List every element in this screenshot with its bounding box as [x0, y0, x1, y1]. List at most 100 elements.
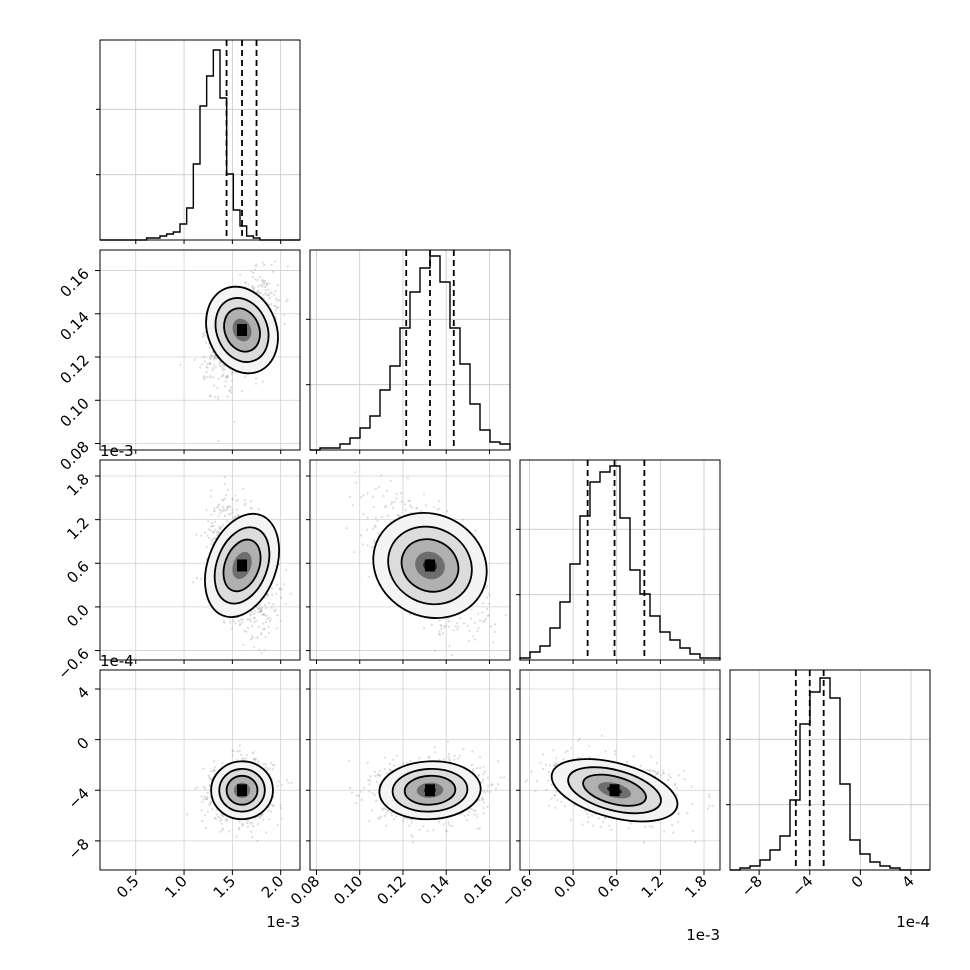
sample-point	[376, 532, 379, 535]
sample-point	[210, 353, 213, 356]
sample-point	[473, 638, 476, 641]
sample-point	[256, 839, 259, 843]
sample-point	[212, 769, 215, 772]
sample-point	[242, 487, 245, 490]
sample-point	[223, 364, 226, 367]
sample-point	[258, 276, 261, 279]
sample-point	[220, 822, 223, 825]
sample-point	[212, 770, 215, 773]
sample-point	[230, 627, 234, 630]
sample-point	[466, 624, 469, 628]
sample-point	[266, 234, 268, 236]
sample-point	[249, 613, 252, 616]
sample-point	[222, 507, 225, 510]
sample-point	[408, 504, 412, 507]
sample-point	[359, 534, 363, 537]
sample-point	[218, 360, 221, 363]
sample-point	[208, 362, 212, 366]
sample-point	[382, 495, 385, 498]
sample-point	[490, 625, 493, 628]
sample-point	[268, 282, 271, 285]
sample-point	[241, 825, 244, 828]
sample-point	[209, 394, 212, 397]
sample-point	[212, 531, 215, 534]
sample-point	[217, 531, 220, 534]
sample-point	[195, 533, 198, 536]
sample-point	[240, 753, 243, 757]
sample-point	[206, 363, 209, 366]
sample-point	[234, 494, 237, 497]
sample-point	[269, 618, 272, 621]
sample-point	[263, 282, 266, 285]
sample-point	[270, 803, 273, 806]
panel-frame	[99, 249, 301, 451]
sample-point	[259, 608, 262, 611]
sample-point	[362, 494, 365, 497]
sample-point	[212, 531, 215, 534]
sample-point	[268, 303, 271, 306]
sample-point	[207, 536, 210, 539]
sample-point	[251, 822, 254, 825]
sample-point	[270, 606, 273, 609]
sample-point	[193, 358, 196, 361]
hist-frame	[729, 669, 931, 871]
sample-point	[261, 280, 264, 283]
density-peak	[237, 324, 248, 336]
sample-point	[262, 763, 265, 766]
sample-point	[274, 608, 277, 611]
sample-point	[263, 279, 267, 283]
sample-point	[355, 802, 358, 805]
sample-point	[374, 774, 377, 778]
sample-point	[251, 625, 254, 628]
panel-frame	[99, 459, 301, 661]
sample-point	[353, 471, 357, 474]
sample-point	[209, 495, 212, 498]
sample-point	[267, 294, 270, 297]
sample-point	[492, 641, 495, 644]
sample-point	[267, 288, 270, 291]
sample-point	[256, 823, 259, 826]
sample-point	[270, 263, 273, 266]
sample-point	[382, 808, 385, 811]
sample-point	[478, 827, 481, 830]
sample-point	[200, 577, 203, 580]
sample-point	[201, 819, 204, 823]
sample-point	[251, 275, 254, 278]
sample-point	[221, 498, 224, 501]
sample-point	[272, 304, 275, 307]
sample-point	[485, 596, 488, 599]
sample-point	[196, 786, 199, 789]
sample-point	[246, 825, 249, 828]
sample-point	[210, 489, 213, 492]
sample-point	[487, 592, 490, 595]
sample-point	[253, 612, 256, 615]
sample-point	[241, 621, 244, 624]
sample-point	[254, 817, 257, 820]
sample-point	[252, 758, 255, 761]
sample-point	[410, 821, 413, 824]
sample-point	[399, 492, 402, 495]
sample-point	[233, 420, 236, 423]
sample-point	[227, 505, 230, 508]
sample-point	[211, 525, 214, 528]
sample-point	[263, 614, 266, 617]
sample-point	[433, 506, 436, 509]
sample-point	[235, 835, 238, 838]
sample-point	[210, 778, 213, 781]
sample-point	[251, 635, 254, 638]
sample-point	[215, 357, 218, 360]
sample-point	[402, 816, 405, 819]
sample-point	[400, 500, 403, 503]
sample-point	[475, 813, 478, 816]
sample-point	[488, 602, 491, 605]
sample-point	[244, 375, 247, 378]
sample-point	[260, 815, 263, 818]
sample-point	[257, 289, 260, 292]
sample-point	[493, 623, 497, 626]
sample-point	[266, 768, 269, 771]
sample-point	[209, 529, 212, 532]
sample-point	[379, 774, 382, 777]
sample-point	[266, 594, 269, 597]
sample-point	[217, 503, 221, 506]
sample-point	[222, 523, 225, 526]
